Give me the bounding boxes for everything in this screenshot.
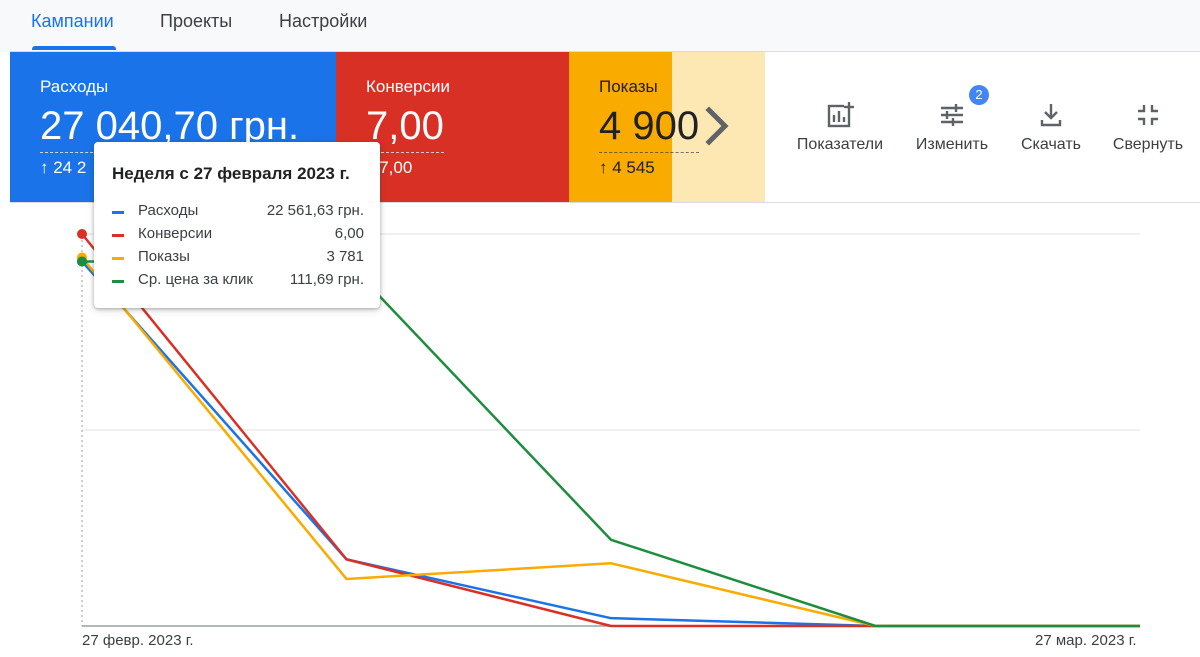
- series-swatch: [112, 280, 124, 283]
- metrics-button[interactable]: Показатели: [795, 100, 885, 160]
- metric-name: Конверсии: [366, 77, 450, 96]
- active-tab-indicator: [32, 46, 116, 50]
- tooltip-title: Неделя с 27 февраля 2023 г.: [112, 164, 350, 183]
- cards-divider: [10, 202, 1200, 203]
- series-line-3: [82, 260, 1140, 628]
- metric-name: Расходы: [40, 77, 109, 96]
- series-swatch: [112, 211, 124, 214]
- overflow-fade: [672, 52, 765, 202]
- metric-name: Показы: [599, 77, 658, 96]
- tooltip-series-name: Показы: [138, 248, 190, 265]
- collapse-label: Свернуть: [1112, 136, 1184, 153]
- download-label: Скачать: [1021, 136, 1081, 153]
- tooltip-row-impressions: Показы 3 781: [112, 248, 364, 268]
- collapse-button[interactable]: Свернуть: [1108, 100, 1188, 160]
- tab-bar: Кампании Проекты Настройки: [0, 0, 1200, 52]
- adjust-label: Изменить: [915, 136, 989, 153]
- download-icon: [1040, 104, 1062, 127]
- tab-projects[interactable]: Проекты: [160, 11, 233, 31]
- metric-value: 7,00: [366, 102, 444, 153]
- adjust-button[interactable]: Изменить: [910, 100, 994, 160]
- x-axis-tick-start: 27 февр. 2023 г.: [82, 632, 194, 649]
- metric-delta: ↑ 24 2: [40, 158, 87, 177]
- tooltip-row-spend: Расходы 22 561,63 грн.: [112, 202, 364, 222]
- tooltip-row-avg-cpc: Ср. цена за клик 111,69 грн.: [112, 271, 364, 291]
- tooltip-series-name: Конверсии: [138, 225, 213, 242]
- tab-settings[interactable]: Настройки: [279, 11, 368, 31]
- collapse-icon: [1138, 105, 1158, 125]
- tooltip-series-value: 22 561,63 грн.: [266, 202, 364, 219]
- tooltip-series-value: 6,00: [334, 225, 364, 242]
- adjust-count-badge: 2: [969, 85, 989, 105]
- chevron-right-icon[interactable]: [697, 102, 737, 150]
- metric-card-conversions[interactable]: Конверсии 7,00 ↑ 7,00: [336, 52, 569, 202]
- tab-campaigns[interactable]: Кампании: [31, 11, 114, 31]
- tooltip-series-value: 3 781: [326, 248, 364, 265]
- download-button[interactable]: Скачать: [1015, 100, 1087, 160]
- tooltip-series-name: Расходы: [138, 202, 199, 219]
- chart-tooltip: Неделя с 27 февраля 2023 г. Расходы 22 5…: [94, 142, 380, 308]
- metric-delta: ↑ 4 545: [599, 158, 655, 177]
- series-point-3: [77, 256, 87, 267]
- series-swatch: [112, 257, 124, 260]
- metric-card-impressions[interactable]: Показы 4 900 ↑ 4 545: [569, 52, 765, 202]
- series-point-1: [77, 229, 87, 239]
- metric-value: 4 900: [599, 102, 700, 153]
- add-chart-icon: [827, 102, 854, 128]
- metrics-label: Показатели: [796, 136, 884, 153]
- tune-icon: [941, 104, 963, 126]
- series-swatch: [112, 234, 124, 237]
- tabs-divider: [10, 51, 1200, 52]
- x-axis-tick-end: 27 мар. 2023 г.: [1035, 632, 1137, 649]
- tooltip-row-conversions: Конверсии 6,00: [112, 225, 364, 245]
- tooltip-series-value: 111,69 грн.: [289, 271, 364, 288]
- series-line-0: [81, 260, 1140, 628]
- tooltip-series-name: Ср. цена за клик: [138, 271, 253, 288]
